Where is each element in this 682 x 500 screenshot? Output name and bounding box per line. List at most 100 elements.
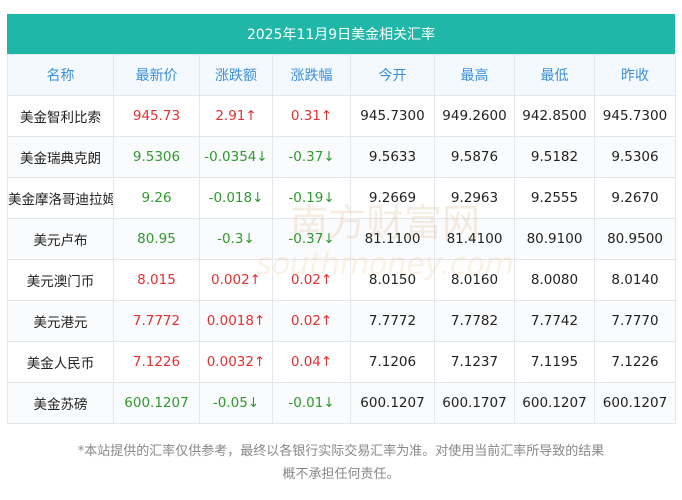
high-price-cell: 7.1237 (434, 341, 515, 383)
currency-pair-name-cell: 美元卢布 (7, 218, 114, 260)
low-price-cell: 7.7742 (514, 300, 595, 342)
currency-pair-name-cell: 美元港元 (7, 300, 114, 342)
high-price-cell: 600.1707 (434, 382, 515, 424)
low-price: 9.5182 (530, 149, 579, 165)
change-amount: 0.002 (211, 272, 250, 288)
change-percent-cell: -0.01↓ (272, 382, 351, 424)
table-row: 美金苏磅 600.1207 -0.05↓ -0.01↓ 600.1207 600.1707… (7, 382, 676, 424)
prev-close-price-cell: 8.0140 (594, 259, 676, 301)
latest-price-cell: 8.015 (113, 259, 200, 301)
arrow-down-icon: ↓ (323, 395, 335, 411)
change-percent-cell: 0.02↑ (272, 300, 351, 342)
high-price: 9.5876 (450, 149, 499, 165)
prev-close-price-cell: 7.7770 (594, 300, 676, 342)
prev-close-price: 8.0140 (611, 272, 659, 288)
currency-pair-name: 美元卢布 (33, 233, 88, 249)
latest-price: 8.015 (137, 272, 176, 288)
change-amount-cell: 2.91↑ (199, 95, 273, 137)
column-header-change: 涨跌额 (199, 54, 273, 96)
column-header-name: 名称 (7, 54, 114, 96)
open-price-cell: 81.1100 (350, 218, 435, 260)
change-percent-cell: -0.37↓ (272, 218, 351, 260)
high-price: 81.4100 (446, 231, 503, 247)
open-price-cell: 945.7300 (350, 95, 435, 137)
table-row: 美金瑞典克朗 9.5306 -0.0354↓ -0.37↓ 9.5633 9.5876 9.… (7, 136, 676, 178)
high-price-cell: 81.4100 (434, 218, 515, 260)
change-amount-cell: -0.018↓ (199, 177, 273, 219)
high-price: 9.2963 (450, 190, 499, 206)
open-price: 7.1206 (368, 354, 417, 370)
prev-close-price: 9.5306 (611, 149, 659, 165)
change-amount-cell: -0.05↓ (199, 382, 273, 424)
arrow-down-icon: ↓ (247, 395, 260, 411)
latest-price-cell: 7.1226 (113, 341, 200, 383)
high-price-cell: 9.5876 (434, 136, 515, 178)
arrow-up-icon: ↑ (249, 272, 261, 288)
change-percent-cell: 0.04↑ (272, 341, 351, 383)
arrow-up-icon: ↑ (320, 354, 333, 370)
latest-price: 9.5306 (132, 149, 181, 165)
prev-close-price: 600.1207 (602, 395, 668, 411)
change-amount-cell: 0.002↑ (199, 259, 273, 301)
change-percent: -0.37 (288, 149, 324, 165)
open-price: 81.1100 (364, 231, 421, 247)
prev-close-price: 80.9500 (607, 231, 663, 247)
arrow-up-icon: ↑ (320, 313, 333, 329)
prev-close-price-cell: 600.1207 (594, 382, 676, 424)
latest-price-cell: 9.26 (113, 177, 200, 219)
change-percent: -0.37 (288, 231, 324, 247)
change-amount: -0.018 (208, 190, 253, 206)
column-header-prev-close: 昨收 (594, 54, 676, 96)
open-price-cell: 7.7772 (350, 300, 435, 342)
table-row: 美元港元 7.7772 0.0018↑ 0.02↑ 7.7772 7.7782 7.7742… (7, 300, 676, 342)
column-header-open: 今开 (350, 54, 435, 96)
column-header-low: 最低 (514, 54, 595, 96)
high-price: 8.0160 (450, 272, 499, 288)
currency-pair-name: 美金苏磅 (33, 397, 88, 413)
open-price: 8.0150 (368, 272, 417, 288)
low-price-cell: 600.1207 (514, 382, 595, 424)
change-percent: 0.04 (290, 354, 321, 370)
open-price-cell: 7.1206 (350, 341, 435, 383)
low-price-cell: 942.8500 (514, 95, 595, 137)
currency-pair-name: 美元港元 (33, 315, 88, 331)
prev-close-price-cell: 945.7300 (594, 95, 676, 137)
change-percent-cell: -0.37↓ (272, 136, 351, 178)
low-price: 8.0080 (530, 272, 579, 288)
column-header-change-pct: 涨跌幅 (272, 54, 351, 96)
currency-pair-name-cell: 美金摩洛哥迪拉姆 (7, 177, 114, 219)
change-amount: -0.3 (217, 231, 244, 247)
low-price-cell: 80.9100 (514, 218, 595, 260)
currency-pair-name: 美金瑞典克朗 (20, 151, 101, 167)
high-price-cell: 949.2600 (434, 95, 515, 137)
change-amount-cell: -0.0354↓ (199, 136, 273, 178)
table-row: 美金智利比索 945.73 2.91↑ 0.31↑ 945.7300 949.2600 94… (7, 95, 676, 137)
low-price: 9.2555 (530, 190, 579, 206)
change-amount-cell: -0.3↓ (199, 218, 273, 260)
open-price-cell: 600.1207 (350, 382, 435, 424)
change-amount: 0.0018 (206, 313, 254, 329)
open-price-cell: 8.0150 (350, 259, 435, 301)
open-price: 9.5633 (368, 149, 417, 165)
change-percent: -0.01 (288, 395, 324, 411)
arrow-up-icon: ↑ (253, 354, 266, 370)
currency-pair-name-cell: 美元澳门币 (7, 259, 114, 301)
arrow-down-icon: ↓ (256, 149, 268, 165)
low-price: 942.8500 (522, 108, 587, 124)
table-row: 美金人民币 7.1226 0.0032↑ 0.04↑ 7.1206 7.1237 7.119… (7, 341, 676, 383)
currency-pair-name-cell: 美金人民币 (7, 341, 114, 383)
currency-pair-name: 美金智利比索 (20, 110, 101, 126)
prev-close-price: 7.1226 (611, 354, 659, 370)
exchange-rate-table: 名称 最新价 涨跌额 涨跌幅 今开 最高 最低 昨收 美金智利比索 945.73 2… (7, 54, 676, 424)
prev-close-price: 7.7770 (611, 313, 659, 329)
latest-price: 80.95 (137, 231, 176, 247)
change-amount-cell: 0.0032↑ (199, 341, 273, 383)
high-price-cell: 9.2963 (434, 177, 515, 219)
table-header-row: 名称 最新价 涨跌额 涨跌幅 今开 最高 最低 昨收 (7, 54, 676, 96)
latest-price: 945.73 (132, 108, 181, 124)
change-percent: 0.02 (290, 313, 321, 329)
change-percent-cell: 0.31↑ (272, 95, 351, 137)
high-price: 600.1707 (442, 395, 507, 411)
column-header-high: 最高 (434, 54, 515, 96)
change-percent: 0.02 (290, 272, 321, 288)
